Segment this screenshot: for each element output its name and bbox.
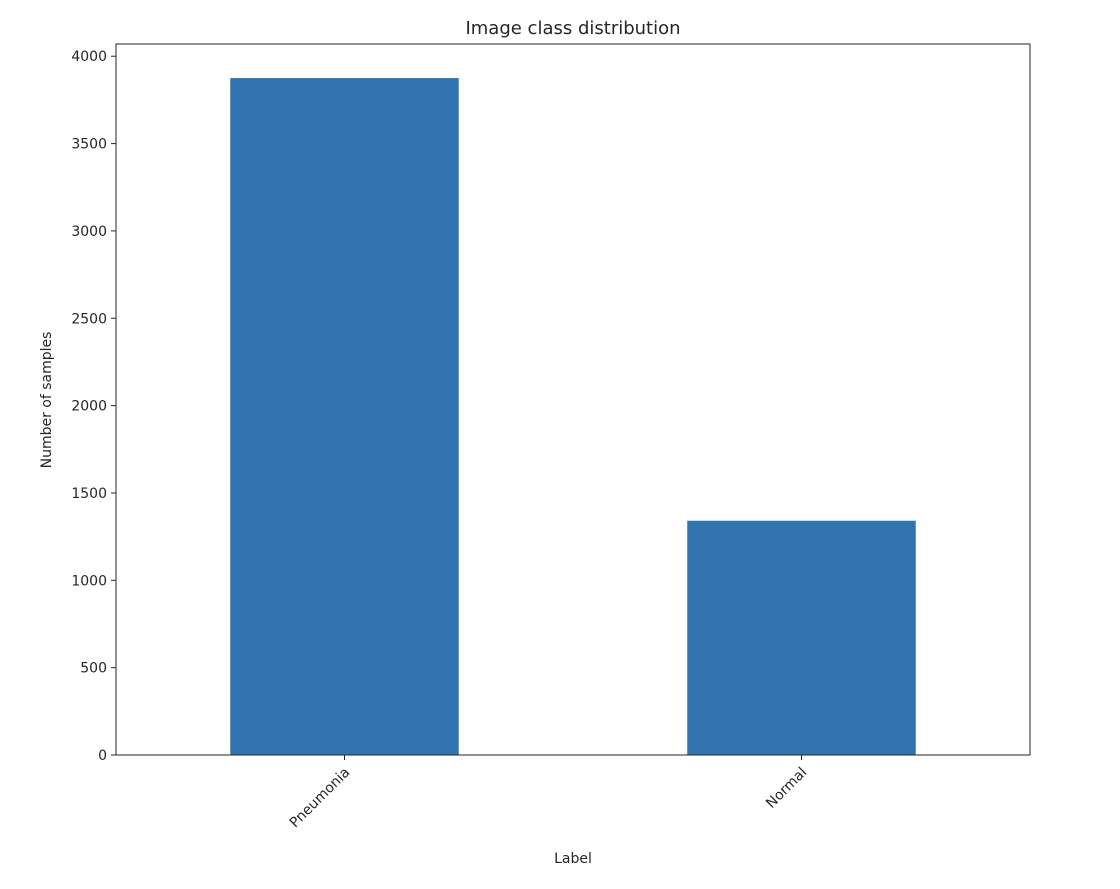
chart-title: Image class distribution [465,18,680,39]
y-tick-label: 3500 [71,137,107,153]
plot-frame [115,43,1031,756]
bars-layer [230,78,916,755]
y-tick-label: 2000 [71,399,107,415]
bar-pneumonia [230,78,459,755]
y-axis-label: Number of samples [39,332,55,469]
y-tick-label: 1500 [71,486,107,502]
y-tick-label: 4000 [71,49,107,65]
y-tick-label: 500 [80,661,107,677]
y-tick-label: 2500 [71,311,107,327]
x-axis-ticks: Pneumonia Normal [287,755,810,832]
x-tick-label: Pneumonia [287,765,354,832]
x-axis-label: Label [554,851,592,867]
y-axis-ticks: 0 500 1000 1500 2000 2500 3000 3500 4000 [71,49,116,764]
y-tick-label: 1000 [71,573,107,589]
y-tick-label: 0 [98,748,107,764]
bar-normal [687,520,916,755]
x-tick-label: Normal [763,765,810,812]
y-tick-label: 3000 [71,224,107,240]
